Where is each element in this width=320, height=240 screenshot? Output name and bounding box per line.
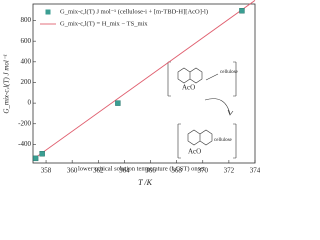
data-point	[39, 151, 45, 157]
x-tick-label: 374	[250, 167, 260, 175]
annotation: AcO	[188, 148, 201, 156]
y-tick-label: -200	[18, 119, 31, 127]
data-point	[32, 155, 39, 162]
annotation: cellulose	[214, 138, 233, 143]
legend-label: G_mix-c,l(T) J mol⁻¹ (cellulose-i + [m-T…	[60, 8, 208, 15]
legend-label: G_mix-c,l(T) = H_mix − TS_mix	[60, 20, 148, 27]
x-tick-label: 370	[198, 167, 209, 175]
annotation: cellulose	[220, 70, 239, 75]
plot-frame	[32, 3, 256, 164]
data-point	[239, 8, 245, 14]
y-tick-label: 600	[21, 37, 32, 45]
y-tick-label: 800	[21, 16, 32, 24]
chart: T /K G_mix-c,l(T) J mol⁻¹ AcO cellulose …	[3, 0, 261, 187]
x-tick-label: 360	[67, 167, 78, 175]
y-axis-label: G_mix-c,l(T) J mol⁻¹	[3, 54, 11, 113]
x-tick-label: 372	[224, 167, 235, 175]
data-point	[115, 100, 121, 106]
y-tick-label: 400	[21, 57, 32, 65]
x-tick-label: 358	[41, 167, 52, 175]
y-tick-label: 0	[28, 99, 32, 107]
annotation: AcO	[182, 84, 195, 92]
fit-line	[32, 0, 256, 160]
x-tick-label: 368	[171, 167, 182, 175]
y-tick-label: 200	[21, 78, 32, 86]
legend-swatch	[45, 9, 51, 15]
x-tick-label: 364	[119, 167, 130, 175]
x-axis-label: T /K	[138, 178, 153, 187]
y-tick-label: -400	[18, 140, 31, 148]
x-tick-label: 362	[93, 167, 104, 175]
annotation: lower critical solution temperature (LCS…	[78, 165, 205, 172]
x-tick-label: 366	[145, 167, 156, 175]
structure-diagram	[167, 61, 237, 159]
